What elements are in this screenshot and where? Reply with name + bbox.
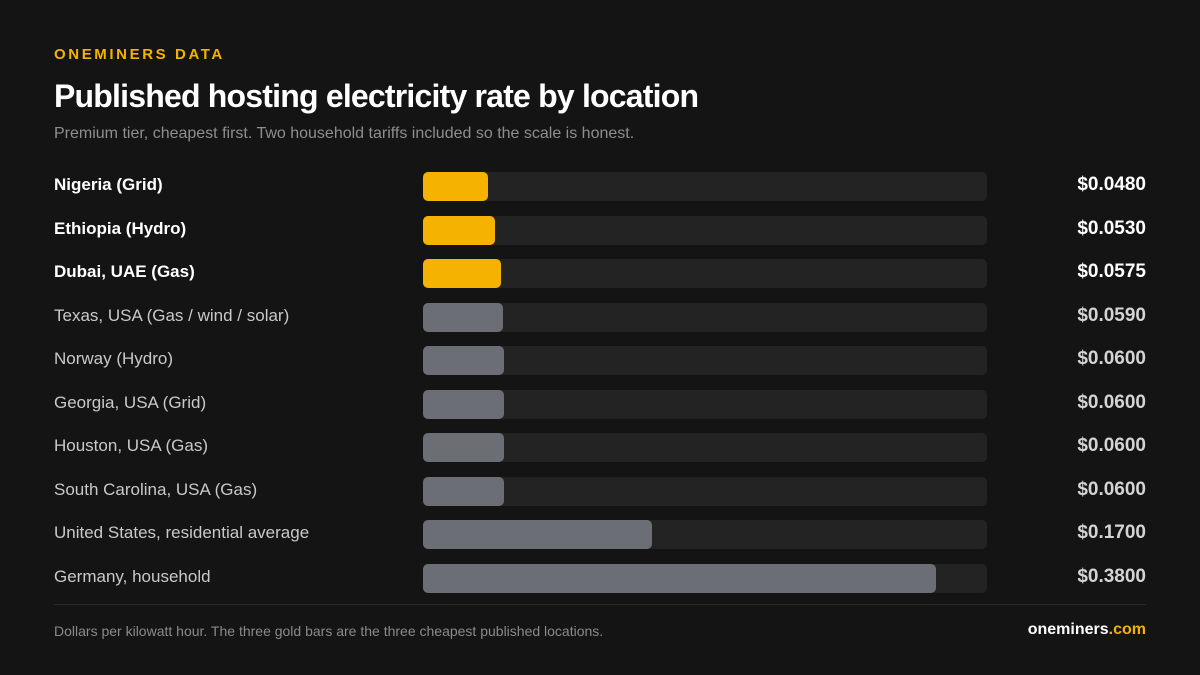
chart-subtitle: Premium tier, cheapest first. Two househ… — [54, 125, 635, 142]
brand-tld: .com — [1108, 621, 1146, 638]
value-label: $0.0590 — [1077, 304, 1146, 326]
bar — [423, 346, 504, 375]
value-label: $0.1700 — [1077, 522, 1146, 543]
chart-row: Ethiopia (Hydro) $0.0530 — [54, 209, 1146, 253]
bar — [423, 215, 495, 245]
bar — [423, 389, 504, 419]
brand-logo[interactable]: oneminers.com — [1028, 621, 1146, 639]
value-label: $0.0575 — [1077, 261, 1146, 282]
bar — [423, 563, 936, 593]
category-label: Nigeria (Grid) — [54, 175, 163, 194]
bar-chart: Nigeria (Grid) $0.0480 Ethiopia (Hydro) $0.… — [54, 165, 1146, 600]
chart-row: South Carolina, USA (Gas) $0.0600 — [54, 470, 1146, 514]
bar-track — [423, 215, 987, 245]
chart-row: Norway (Hydro) $0.0600 — [54, 339, 1146, 383]
bar-track — [423, 520, 987, 549]
value-label: $0.0600 — [1077, 478, 1146, 500]
chart-row: United States, residential average $0.170… — [54, 513, 1146, 557]
bar-track — [423, 476, 987, 506]
value-label: $0.0600 — [1077, 435, 1146, 456]
category-label: Dubai, UAE (Gas) — [54, 262, 195, 281]
chart-row: Houston, USA (Gas) $0.0600 — [54, 426, 1146, 470]
bar — [423, 259, 501, 288]
category-label: South Carolina, USA (Gas) — [54, 479, 258, 499]
bar — [423, 520, 653, 549]
value-label: $0.0480 — [1077, 174, 1146, 195]
chart-row: Texas, USA (Gas / wind / solar) $0.0590 — [54, 296, 1146, 340]
value-label: $0.0530 — [1077, 217, 1146, 239]
bar — [423, 302, 503, 332]
category-label: Norway (Hydro) — [54, 349, 174, 368]
chart-row: Dubai, UAE (Gas) $0.0575 — [54, 252, 1146, 296]
chart-row: Nigeria (Grid) $0.0480 — [54, 165, 1146, 209]
bar — [423, 433, 504, 462]
bar — [423, 172, 488, 201]
chart-row: Georgia, USA (Grid) $0.0600 — [54, 383, 1146, 427]
value-label: $0.3800 — [1077, 565, 1146, 587]
bar-track — [423, 433, 987, 462]
bar-track — [423, 302, 987, 332]
value-label: $0.0600 — [1077, 348, 1146, 369]
bar-track — [423, 346, 987, 375]
bar — [423, 476, 504, 506]
category-label: Georgia, USA (Grid) — [54, 392, 207, 412]
bar-track — [423, 259, 987, 288]
value-label: $0.0600 — [1077, 391, 1146, 413]
category-label: Texas, USA (Gas / wind / solar) — [54, 305, 290, 325]
category-label: United States, residential average — [54, 523, 310, 542]
eyebrow-label: ONEMINERS DATA — [54, 46, 225, 63]
brand-name: oneminers — [1027, 621, 1109, 638]
footer-divider — [54, 604, 1146, 605]
category-label: Houston, USA (Gas) — [54, 436, 209, 455]
bar-track — [423, 563, 987, 593]
chart-title: Published hosting electricity rate by lo… — [54, 78, 699, 114]
category-label: Germany, household — [54, 566, 211, 586]
bar-track — [423, 389, 987, 419]
footnote: Dollars per kilowatt hour. The three gol… — [54, 623, 604, 639]
chart-row: Germany, household $0.3800 — [54, 557, 1146, 601]
bar-track — [423, 172, 987, 201]
category-label: Ethiopia (Hydro) — [54, 218, 187, 238]
